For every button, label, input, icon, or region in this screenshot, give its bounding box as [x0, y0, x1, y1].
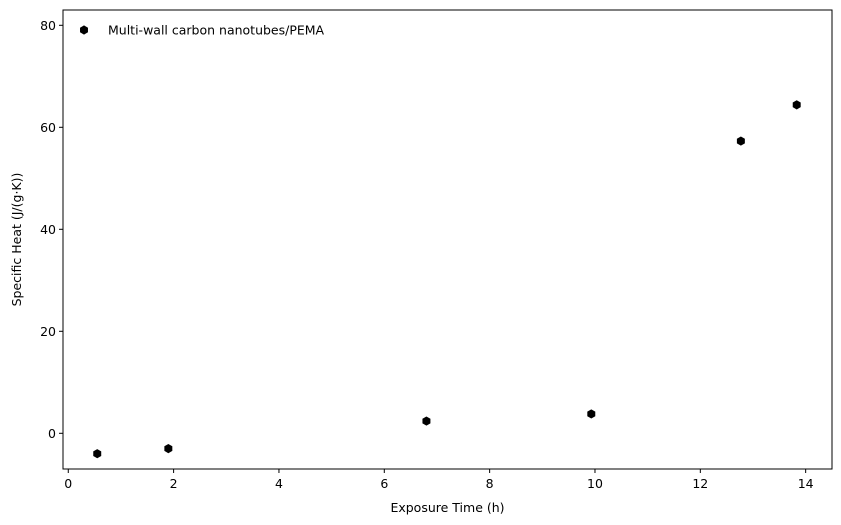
y-tick-label: 20	[40, 324, 56, 339]
x-tick-label: 0	[64, 476, 72, 491]
scatter-points	[93, 100, 801, 459]
y-axis-ticks: 0 20 40 60 80	[40, 18, 63, 441]
x-tick-label: 10	[587, 476, 603, 491]
x-tick-label: 14	[798, 476, 814, 491]
data-point	[164, 444, 173, 454]
data-point	[792, 100, 801, 110]
y-tick-label: 40	[40, 222, 56, 237]
data-point	[93, 449, 102, 459]
data-point	[736, 136, 745, 146]
legend-marker-hexagon	[80, 25, 88, 35]
x-tick-label: 2	[170, 476, 178, 491]
x-axis-ticks: 0 2 4 6 8 10 12 14	[64, 469, 814, 491]
data-point	[587, 409, 596, 419]
y-axis-label: Specific Heat (J/(g·K))	[9, 173, 24, 307]
x-tick-label: 8	[486, 476, 494, 491]
x-tick-label: 4	[275, 476, 283, 491]
data-point	[422, 416, 431, 426]
y-tick-label: 0	[48, 426, 56, 441]
y-tick-label: 60	[40, 120, 56, 135]
legend: Multi-wall carbon nanotubes/PEMA	[80, 23, 325, 38]
x-axis-label: Exposure Time (h)	[390, 500, 504, 515]
plot-area-frame	[62, 9, 833, 470]
x-tick-label: 12	[692, 476, 708, 491]
y-tick-label: 80	[40, 18, 56, 33]
x-tick-label: 6	[380, 476, 388, 491]
legend-label: Multi-wall carbon nanotubes/PEMA	[108, 23, 325, 38]
